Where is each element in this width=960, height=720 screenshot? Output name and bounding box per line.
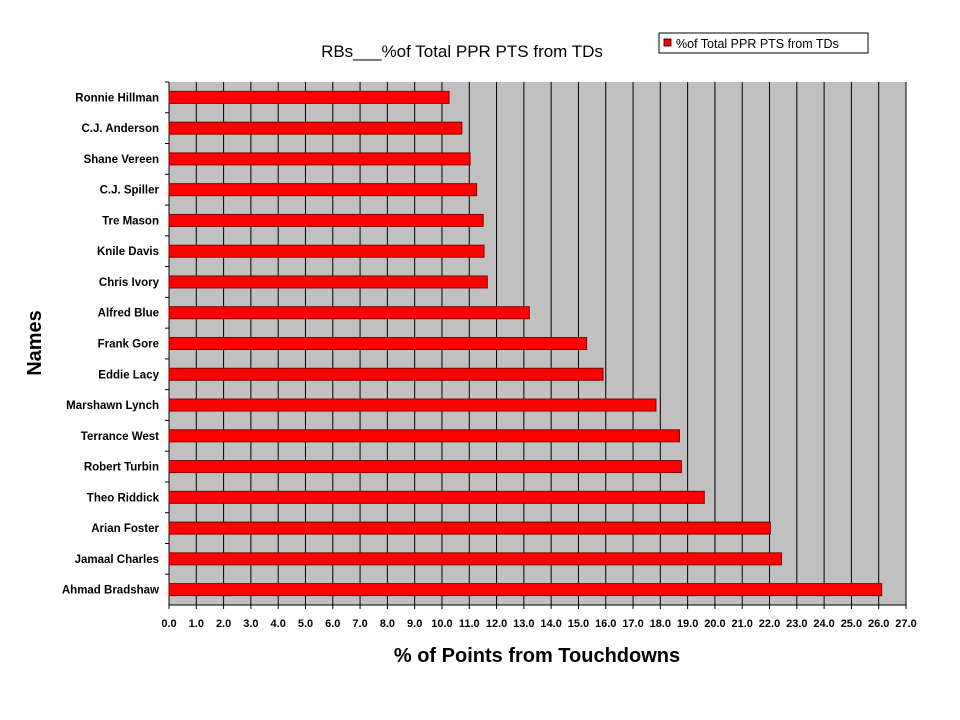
bar: [168, 121, 463, 135]
bar: [168, 275, 488, 289]
x-tick-label: 12.0: [486, 618, 507, 630]
x-tick-label: 27.0: [895, 618, 916, 630]
y-tick-label: Robert Turbin: [84, 462, 159, 474]
x-tick-label: 19.0: [677, 618, 698, 630]
y-tick-label: Theo Riddick: [87, 492, 160, 504]
legend-label: %of Total PPR PTS from TDs: [676, 37, 839, 51]
x-tick-label: 5.0: [298, 618, 313, 630]
bar: [168, 183, 478, 197]
x-tick-label: 20.0: [704, 618, 725, 630]
bar: [168, 90, 450, 104]
x-tick-label: 18.0: [650, 618, 671, 630]
x-tick-label: 15.0: [568, 618, 589, 630]
bar: [168, 152, 471, 166]
y-tick-label: Marshawn Lynch: [66, 400, 159, 412]
x-tick-label: 26.0: [868, 618, 889, 630]
bar: [168, 490, 705, 504]
y-tick-label: C.J. Spiller: [100, 185, 160, 197]
y-axis-title: Names: [24, 310, 46, 376]
x-tick-label: 16.0: [595, 618, 616, 630]
bar: [168, 429, 680, 443]
x-tick-label: 23.0: [786, 618, 807, 630]
y-tick-label: Ronnie Hillman: [75, 92, 159, 104]
x-tick-label: 22.0: [759, 618, 780, 630]
x-axis-title: % of Points from Touchdowns: [394, 645, 680, 667]
y-tick-label: Chris Ivory: [99, 277, 160, 289]
y-tick-label: Tre Mason: [102, 215, 159, 227]
x-tick-label: 1.0: [189, 618, 204, 630]
y-tick-label: Eddie Lacy: [98, 369, 159, 381]
x-tick-label: 13.0: [513, 618, 534, 630]
y-tick-label: Shane Vereen: [84, 154, 159, 166]
x-tick-label: 10.0: [431, 618, 452, 630]
x-tick-label: 9.0: [407, 618, 422, 630]
x-tick-label: 4.0: [271, 618, 286, 630]
y-tick-label: Knile Davis: [97, 246, 159, 258]
legend: %of Total PPR PTS from TDs: [658, 32, 869, 54]
x-tick-label: 25.0: [841, 618, 862, 630]
x-tick-label: 21.0: [732, 618, 753, 630]
x-tick-label: 6.0: [325, 618, 340, 630]
x-tick-label: 2.0: [216, 618, 231, 630]
y-tick-label: Frank Gore: [98, 339, 159, 351]
bar: [168, 367, 604, 381]
x-tick-label: 0.0: [161, 618, 176, 630]
x-tick-label: 11.0: [459, 618, 480, 630]
bar: [168, 521, 771, 535]
x-tick-label: 14.0: [540, 618, 561, 630]
bar: [168, 398, 657, 412]
y-tick-label: Jamaal Charles: [75, 554, 159, 566]
y-tick-label: Terrance West: [81, 431, 159, 443]
bar: [168, 306, 530, 320]
y-tick-label: Arian Foster: [91, 523, 159, 535]
x-tick-label: 7.0: [352, 618, 367, 630]
y-tick-label: Alfred Blue: [98, 308, 159, 320]
legend-box: [658, 32, 869, 54]
bar: [168, 552, 783, 566]
chart-title: RBs___%of Total PPR PTS from TDs: [321, 42, 603, 61]
y-tick-label: Ahmad Bradshaw: [62, 585, 159, 597]
x-tick-label: 17.0: [622, 618, 643, 630]
x-tick-label: 24.0: [813, 618, 834, 630]
bar: [168, 460, 682, 474]
x-tick-label: 3.0: [243, 618, 258, 630]
bar: [168, 244, 485, 258]
bar: [168, 213, 484, 227]
legend-swatch: [663, 38, 672, 47]
bar: [168, 583, 883, 597]
bar: [168, 337, 588, 350]
y-tick-label: C.J. Anderson: [81, 123, 159, 135]
x-tick-label: 8.0: [380, 618, 395, 630]
